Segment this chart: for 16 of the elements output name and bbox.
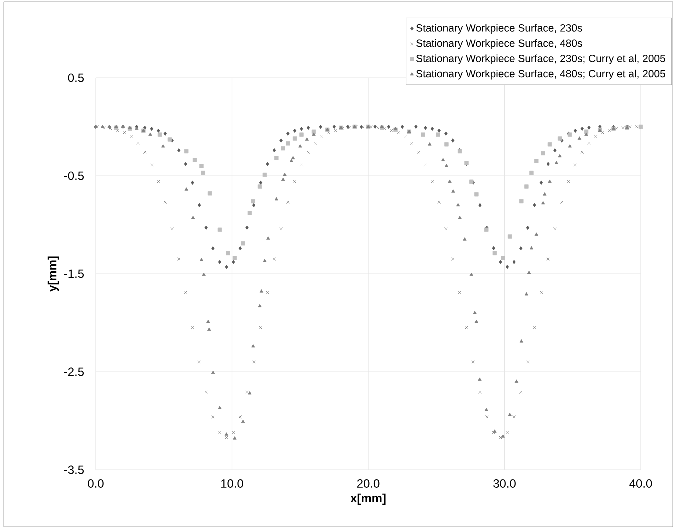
legend-label: Stationary Workpiece Surface, 230s; Curry et al, 2005 bbox=[416, 54, 666, 64]
x-tick-label: 0.0 bbox=[88, 480, 104, 488]
legend-label: Stationary Workpiece Surface, 480s; Curry et al, 2005 bbox=[416, 70, 666, 80]
y-axis-title: y[mm] bbox=[48, 256, 60, 292]
x-tick-label: 20.0 bbox=[357, 480, 380, 488]
y-tick-label: 0.5 bbox=[68, 74, 84, 82]
y-tick-label: -2.5 bbox=[64, 368, 84, 376]
x-tick-label: 40.0 bbox=[630, 480, 652, 488]
x-axis-title: x[mm] bbox=[350, 494, 386, 505]
x-tick-label: 30.0 bbox=[494, 480, 516, 488]
y-tick-label: -1.5 bbox=[64, 270, 84, 278]
legend-label: Stationary Workpiece Surface, 230s bbox=[416, 24, 582, 34]
y-tick-label: -0.5 bbox=[64, 172, 84, 180]
y-tick-label: -3.5 bbox=[64, 466, 84, 474]
x-tick-label: 10.0 bbox=[222, 480, 244, 488]
legend-label: Stationary Workpiece Surface, 480s bbox=[416, 39, 582, 50]
